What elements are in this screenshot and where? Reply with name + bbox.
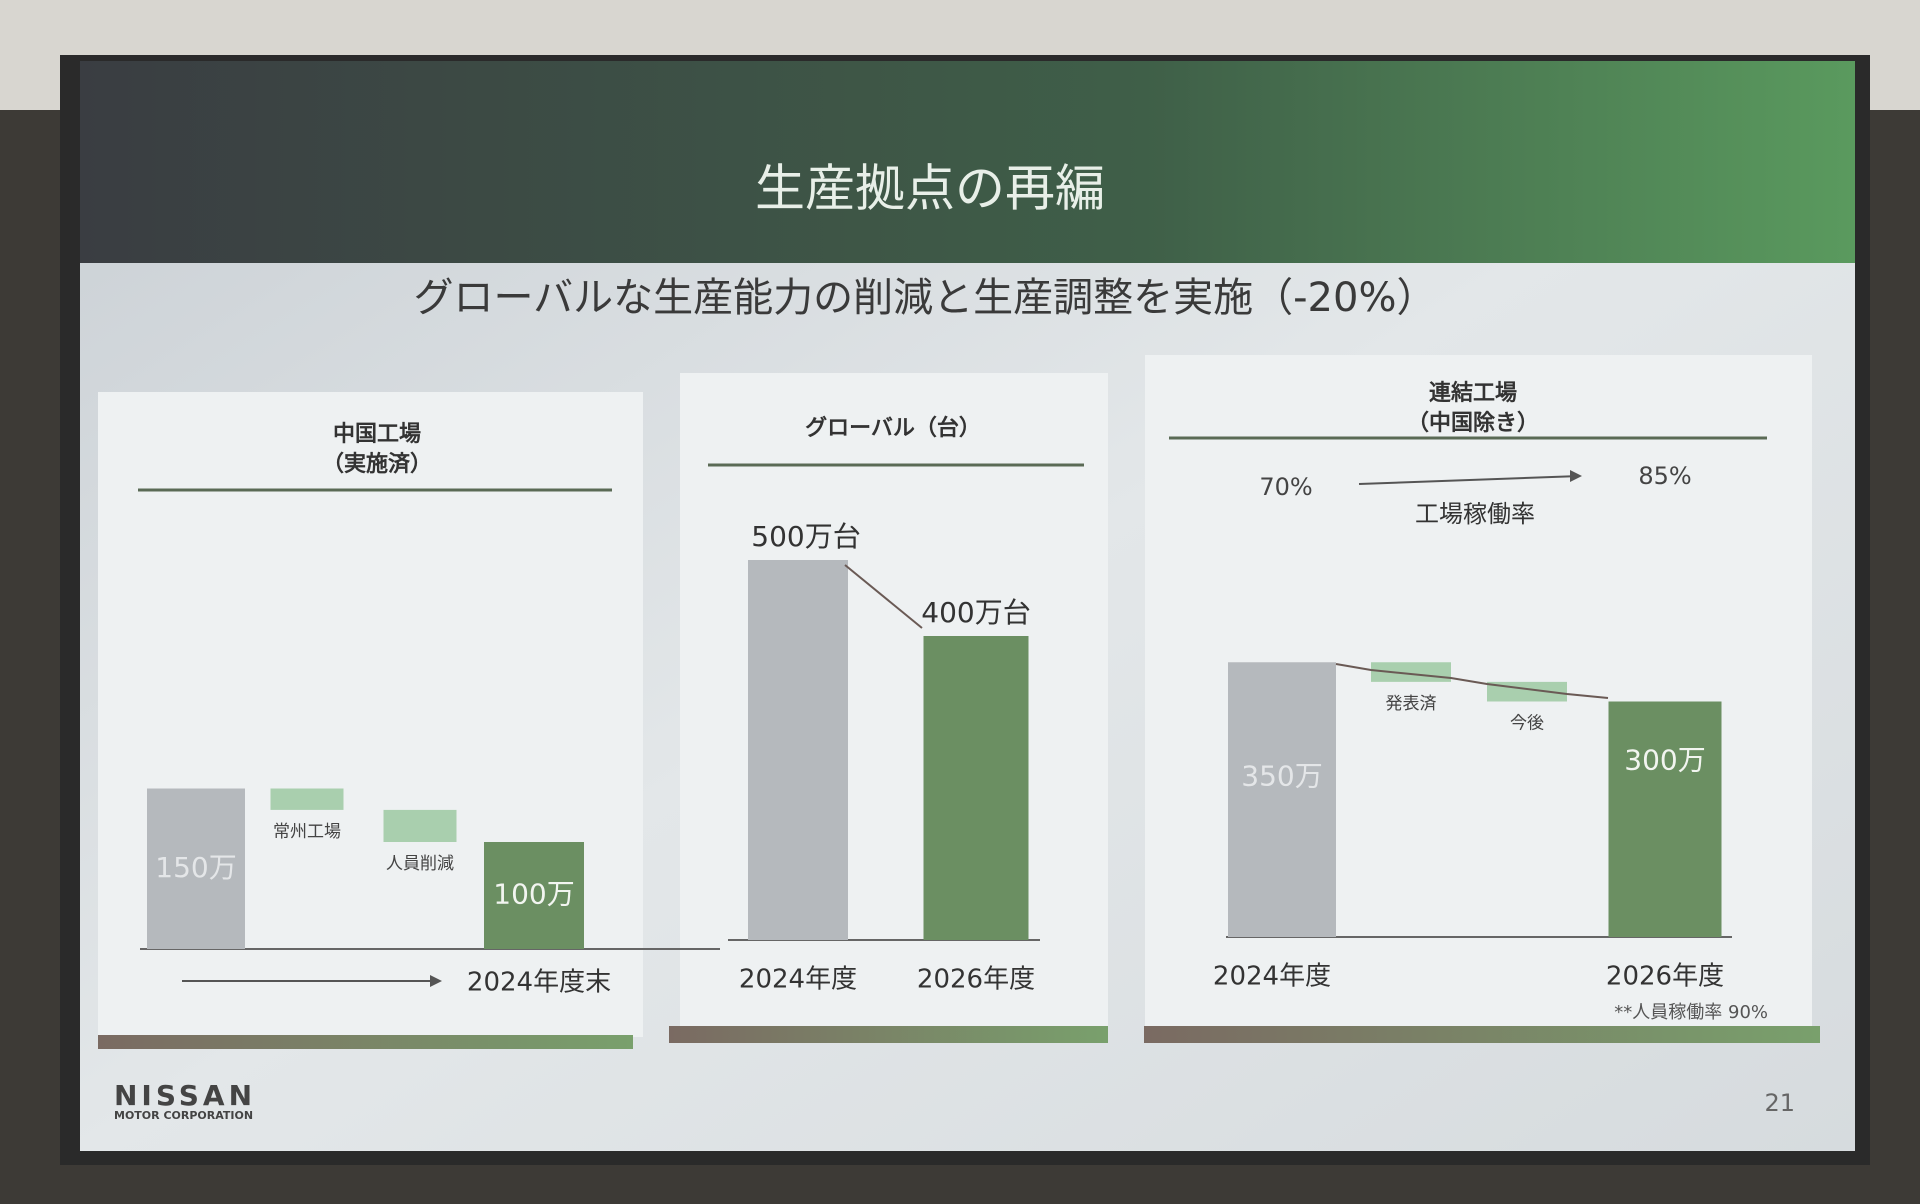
- rate-value: 70%: [1259, 473, 1312, 501]
- rate-label: 工場稼働率: [1415, 500, 1535, 528]
- slide-subtitle: グローバルな生産能力の削減と生産調整を実施（-20%）: [414, 275, 1437, 321]
- arrow: [844, 564, 923, 629]
- rate-value: 85%: [1638, 462, 1691, 490]
- value-label: 500万台: [751, 520, 860, 553]
- panel-footer: [98, 1035, 633, 1049]
- bar: [1228, 662, 1336, 937]
- x-tick-label: 2026年度: [917, 965, 1035, 995]
- connector: [1335, 663, 1609, 699]
- logo: NISSAN: [114, 1079, 256, 1112]
- header-band: [80, 61, 1855, 263]
- value-label: 350万: [1241, 759, 1322, 792]
- delta-label: 発表済: [1386, 694, 1437, 714]
- bar: [923, 636, 1029, 940]
- panel-footer: [1144, 1026, 1820, 1043]
- delta-label: 今後: [1510, 714, 1544, 734]
- bar: [748, 560, 848, 940]
- x-tick-label: 2026年度: [1606, 962, 1724, 992]
- value-label: 100万: [493, 878, 574, 911]
- value-label: 300万: [1624, 744, 1705, 777]
- page-number: 21: [1764, 1089, 1795, 1117]
- rate-arrow: [1358, 475, 1581, 485]
- bar: [1608, 701, 1722, 937]
- delta-label: 人員削減: [386, 854, 454, 874]
- chart-title: 連結工場: [1429, 380, 1517, 406]
- panel-footer: [669, 1026, 1108, 1043]
- arrow-head: [430, 975, 442, 987]
- value-label: 150万: [155, 851, 236, 884]
- chart-title: 中国工場: [333, 422, 421, 447]
- x-tick-label: 2024年度: [739, 965, 857, 995]
- slide-title: 生産拠点の再編: [755, 160, 1105, 218]
- delta-label: 常州工場: [273, 822, 341, 842]
- chart-subtitle: （実施済）: [322, 451, 432, 477]
- bar: [484, 842, 584, 949]
- chart-title: グローバル（台）: [805, 415, 981, 441]
- axis-note: 2024年度末: [467, 968, 611, 998]
- x-tick-label: 2024年度: [1213, 962, 1331, 992]
- chart-subtitle: （中国除き）: [1407, 411, 1539, 436]
- logo-sub: MOTOR CORPORATION: [114, 1109, 253, 1122]
- footnote: **人員稼働率 90%: [1614, 1002, 1768, 1023]
- value-label: 400万台: [921, 596, 1030, 629]
- delta-bar: [383, 809, 457, 842]
- bar: [147, 788, 245, 949]
- delta-bar: [270, 788, 344, 810]
- arrow-head: [1570, 470, 1582, 482]
- panel: [680, 373, 1108, 1028]
